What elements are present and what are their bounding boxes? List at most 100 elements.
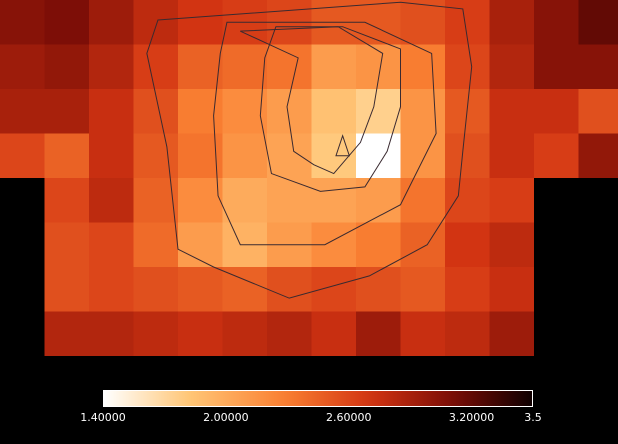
heatmap-cell: [0, 89, 46, 135]
heatmap-cell: [578, 0, 618, 46]
heatmap-cell: [222, 311, 268, 357]
heatmap-cell: [400, 222, 446, 268]
heatmap-cell: [445, 178, 491, 224]
heatmap-cell: [0, 311, 46, 357]
heatmap-cell: [578, 44, 618, 90]
heatmap-cell: [178, 44, 224, 90]
heatmap-cell: [534, 222, 580, 268]
heatmap-cell: [0, 267, 46, 313]
heatmap-cell: [222, 44, 268, 90]
heatmap-cell: [133, 222, 179, 268]
heatmap-cell: [534, 311, 580, 357]
heatmap-cell: [356, 89, 402, 135]
heatmap-cell: [133, 267, 179, 313]
heatmap-cell: [356, 311, 402, 357]
colorbar-gradient: [103, 390, 533, 407]
heatmap-cell: [222, 178, 268, 224]
heatmap-cell: [222, 133, 268, 179]
heatmap-cell: [0, 0, 46, 46]
heatmap-cell: [578, 356, 618, 402]
contour-line: [146, 1, 473, 299]
heatmap-cell: [89, 89, 135, 135]
heatmap-cell: [178, 267, 224, 313]
heatmap-cell: [578, 222, 618, 268]
heatmap-cell: [400, 178, 446, 224]
heatmap-cell: [400, 311, 446, 357]
heatmap-cell: [89, 178, 135, 224]
heatmap-cell: [445, 267, 491, 313]
heatmap-cell: [44, 222, 90, 268]
heatmap-cell: [534, 0, 580, 46]
heatmap-cell: [356, 267, 402, 313]
heatmap-cell: [489, 0, 535, 46]
heatmap-cell: [178, 89, 224, 135]
heatmap-cell: [356, 133, 402, 179]
heatmap-cell: [311, 311, 357, 357]
colorbar-tick-label: 3.5: [524, 411, 542, 424]
contour-line: [259, 26, 401, 192]
heatmap-cell: [44, 356, 90, 402]
heatmap-cell: [44, 0, 90, 46]
heatmap-cell: [400, 44, 446, 90]
heatmap-cell: [445, 311, 491, 357]
heatmap-cell: [44, 44, 90, 90]
heatmap-cell: [133, 0, 179, 46]
heatmap-cells: [0, 0, 618, 402]
heatmap-cell: [311, 267, 357, 313]
heatmap-cell: [267, 267, 313, 313]
colorbar: [103, 390, 533, 407]
heatmap-cell: [0, 178, 46, 224]
heatmap-cell: [400, 267, 446, 313]
heatmap-cell: [133, 311, 179, 357]
heatmap-cell: [44, 178, 90, 224]
heatmap-cell: [89, 0, 135, 46]
contour-line: [213, 21, 437, 246]
heatmap-cell: [445, 133, 491, 179]
heatmap-cell: [356, 44, 402, 90]
heatmap-cell: [534, 89, 580, 135]
heatmap-cell: [311, 44, 357, 90]
heatmap-cell: [222, 89, 268, 135]
heatmap-cell: [133, 44, 179, 90]
heatmap-cell: [267, 133, 313, 179]
colorbar-tick-label: 2.00000: [203, 411, 249, 424]
heatmap-cell: [44, 89, 90, 135]
heatmap-cell: [578, 178, 618, 224]
contour-line: [240, 26, 384, 175]
heatmap-cell: [222, 267, 268, 313]
heatmap-cell: [489, 178, 535, 224]
heatmap-cell: [311, 89, 357, 135]
heatmap-cell: [178, 0, 224, 46]
contour-lines: [146, 1, 473, 299]
heatmap-cell: [400, 89, 446, 135]
heatmap-cell: [489, 267, 535, 313]
heatmap-cell: [89, 222, 135, 268]
heatmap-cell: [445, 44, 491, 90]
heatmap-cell: [356, 178, 402, 224]
heatmap-cell: [44, 133, 90, 179]
heatmap-cell: [0, 44, 46, 90]
colorbar-tick-label: 1.40000: [80, 411, 126, 424]
heatmap-cell: [0, 222, 46, 268]
heatmap-cell: [133, 133, 179, 179]
heatmap-cell: [133, 178, 179, 224]
heatmap-cell: [267, 44, 313, 90]
heatmap-cell: [534, 267, 580, 313]
heatmap-cell: [178, 311, 224, 357]
heatmap-cell: [0, 133, 46, 179]
heatmap-cell: [534, 133, 580, 179]
heatmap-cell: [578, 89, 618, 135]
heatmap-cell: [267, 178, 313, 224]
heatmap-cell: [89, 267, 135, 313]
heatmap-cell: [489, 222, 535, 268]
heatmap-cell: [445, 89, 491, 135]
heatmap-cell: [89, 44, 135, 90]
heatmap-cell: [89, 133, 135, 179]
heatmap-cell: [489, 89, 535, 135]
heatmap-cell: [311, 178, 357, 224]
heatmap-cell: [445, 222, 491, 268]
heatmap-cell: [578, 133, 618, 179]
heatmap-cell: [489, 311, 535, 357]
heatmap-cell: [89, 311, 135, 357]
